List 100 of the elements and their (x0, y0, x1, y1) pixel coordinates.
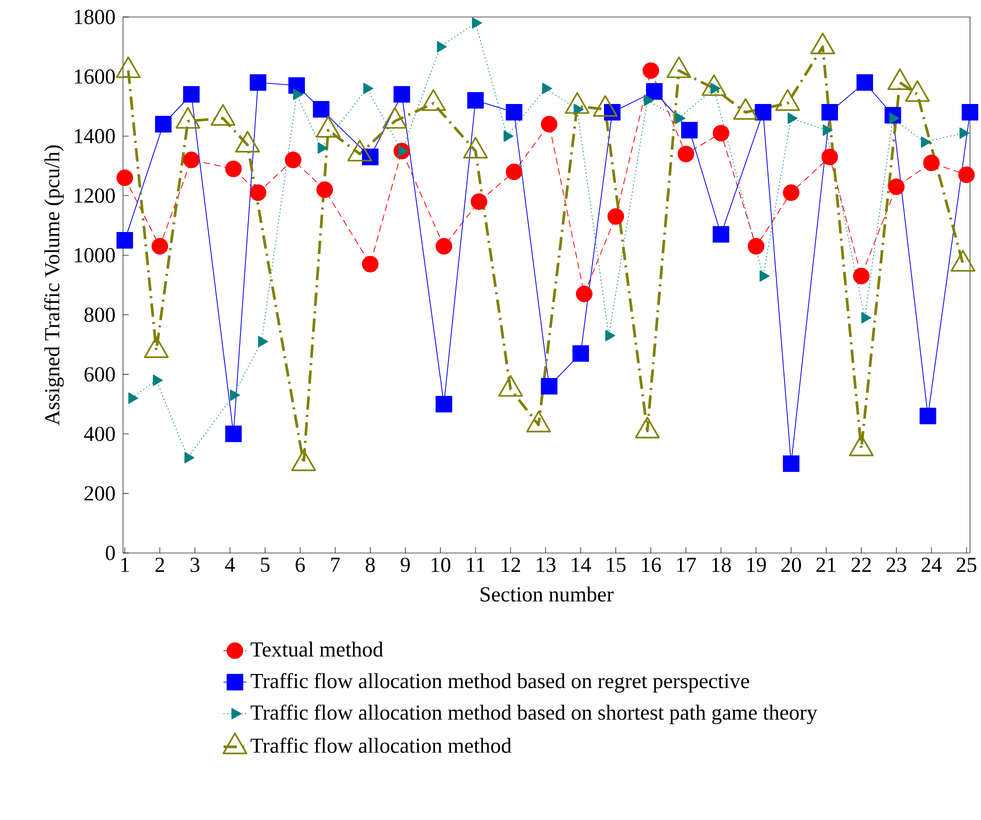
point (116, 170, 134, 186)
point (853, 268, 870, 284)
x-tick-label: 2 (155, 558, 164, 572)
x-tick-label: 3 (190, 558, 200, 572)
x-tick-label: 25 (956, 558, 976, 572)
point (504, 130, 514, 142)
point (888, 178, 905, 195)
point (467, 92, 484, 109)
point (436, 41, 447, 52)
point (312, 101, 330, 118)
point (748, 238, 764, 255)
x-tick-label: 1 (121, 558, 129, 572)
x-tick-label: 16 (642, 558, 661, 572)
point (362, 256, 379, 272)
point (540, 116, 558, 132)
point (363, 82, 374, 94)
point (506, 164, 522, 180)
legend-label: Traffic flow allocation method (250, 738, 512, 753)
x-tick-label: 4 (225, 558, 235, 572)
point (116, 232, 134, 249)
point (316, 181, 333, 198)
x-tick-label: 5 (260, 558, 270, 572)
point (920, 408, 936, 424)
point (436, 396, 452, 412)
point (760, 270, 770, 282)
point (288, 77, 305, 94)
point (506, 104, 522, 121)
point (540, 378, 558, 394)
point (576, 286, 592, 302)
point (856, 74, 874, 91)
point (646, 83, 663, 100)
point (962, 104, 978, 121)
x-tick-label: 24 (922, 558, 942, 572)
x-tick-label: 11 (467, 558, 484, 572)
point (436, 238, 452, 255)
x-tick-label: 12 (502, 558, 520, 572)
point (754, 104, 772, 121)
point (470, 193, 488, 210)
legend-label: Traffic flow allocation method based on regret perspective (250, 673, 750, 693)
point (821, 148, 838, 166)
legend-label: Traffic flow allocation method based on shortest path game theory (250, 704, 818, 724)
x-tick-label: 9 (400, 558, 410, 572)
point (183, 86, 200, 103)
point (258, 336, 268, 348)
x-tick-label: 7 (331, 558, 340, 572)
x-tick-label: 18 (712, 558, 731, 572)
point (572, 345, 589, 362)
y-tick-label: 600 (84, 367, 115, 382)
point (230, 390, 240, 401)
point (608, 208, 624, 225)
x-tick-label: 23 (886, 558, 906, 572)
point (644, 94, 654, 106)
point (605, 330, 616, 342)
legend-label: Textual method (250, 642, 384, 657)
point (642, 62, 660, 79)
x-axis-title: Section number (480, 586, 614, 602)
y-tick-label: 0 (106, 546, 115, 560)
y-tick-label: 800 (84, 308, 115, 322)
point (861, 312, 872, 324)
point (822, 124, 833, 136)
point (958, 166, 975, 184)
y-tick-label: 1600 (74, 69, 115, 84)
point (225, 160, 242, 178)
point (788, 112, 798, 124)
point (155, 116, 172, 132)
x-tick-label: 20 (781, 558, 801, 572)
point (250, 184, 266, 201)
point (821, 104, 838, 121)
point (960, 127, 970, 139)
point (782, 455, 800, 472)
point (681, 122, 698, 138)
point (923, 154, 940, 172)
x-tick-label: 10 (432, 558, 450, 572)
point (318, 142, 328, 154)
point (782, 184, 800, 201)
point (675, 112, 686, 124)
point (889, 112, 900, 124)
point (293, 88, 304, 100)
x-tick-label: 6 (296, 558, 305, 572)
y-tick-label: 200 (84, 486, 115, 501)
y-tick-label: 1400 (74, 128, 115, 144)
x-tick-label: 14 (572, 558, 592, 572)
y-tick-label: 1000 (74, 248, 115, 262)
point (183, 152, 200, 168)
point (152, 238, 168, 255)
x-tick-label: 8 (366, 558, 375, 572)
y-axis-title: Assigned Traffic Volume (pcu/h) (44, 145, 64, 426)
y-tick-label: 1800 (74, 10, 115, 24)
x-tick-label: 21 (816, 558, 836, 572)
point (284, 152, 302, 168)
x-tick-label: 15 (606, 558, 626, 572)
x-tick-label: 17 (677, 558, 696, 572)
point (152, 374, 163, 386)
y-tick-label: 1200 (74, 188, 115, 203)
x-tick-label: 13 (536, 558, 556, 572)
point (712, 226, 730, 243)
point (225, 426, 242, 442)
point (712, 124, 730, 142)
point (184, 452, 194, 464)
y-tick-label: 400 (84, 426, 115, 442)
